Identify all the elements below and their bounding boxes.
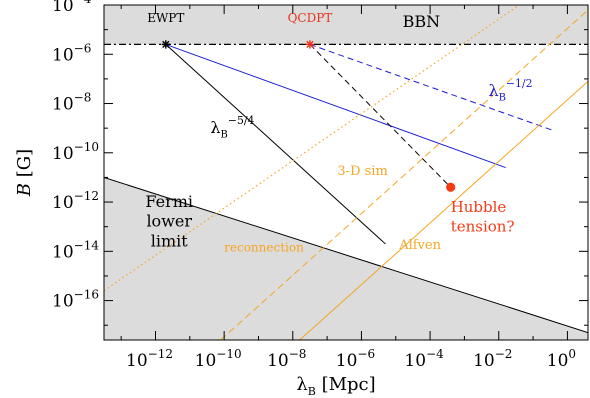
- svg-text:10−2: 10−2: [473, 347, 512, 371]
- bbn-region: [104, 5, 588, 45]
- ewpt-blue-track: [165, 43, 506, 169]
- svg-text:10−12: 10−12: [126, 347, 173, 371]
- y-tick-label: 10−16: [52, 288, 99, 312]
- y-tick-label: 10−6: [52, 41, 91, 65]
- svg-text:10−14: 10−14: [52, 238, 99, 262]
- svg-text:10−4: 10−4: [52, 0, 92, 16]
- orange-dotted: [104, 5, 520, 292]
- y-tick-label: 10−10: [52, 140, 99, 164]
- hubble-marker: [446, 182, 456, 192]
- sim-label: 3-D sim: [337, 164, 387, 179]
- x-tick-label: 10−2: [473, 347, 512, 371]
- fermi-label-1: Fermi: [145, 192, 193, 211]
- x-tick-label: 100: [547, 347, 576, 371]
- y-tick-label: 10−8: [52, 91, 91, 115]
- ewpt-label: EWPT: [147, 11, 184, 25]
- y-tick-label: 10−4: [52, 0, 92, 16]
- x-tick-label: 10−12: [126, 347, 173, 371]
- fermi-label-2: lower: [146, 212, 192, 231]
- svg-text:10−8: 10−8: [267, 347, 306, 371]
- fermi-label-3: limit: [151, 231, 189, 250]
- y-axis-title: B [G]: [14, 149, 35, 197]
- ewpt-marker: [161, 40, 170, 49]
- svg-text:10−16: 10−16: [52, 288, 99, 312]
- hubble-label-1: Hubble: [451, 198, 507, 216]
- hubble-label-2: tension?: [451, 218, 515, 236]
- y-tick-label: 10−12: [52, 189, 99, 213]
- qcdpt-blue-track: [309, 43, 554, 132]
- blue-slope-label: λB−1/2: [488, 77, 532, 104]
- black-slope-label: λB−5/4: [210, 114, 254, 141]
- fermi-bound: [104, 176, 588, 334]
- bbn-label: BBN: [403, 12, 441, 31]
- svg-text:10−10: 10−10: [195, 347, 242, 371]
- x-axis-title: λB [Mpc]: [296, 374, 375, 398]
- x-tick-label: 10−4: [404, 347, 444, 371]
- svg-text:10−12: 10−12: [52, 189, 99, 213]
- qcdpt-track: [309, 44, 452, 188]
- svg-text:100: 100: [547, 347, 576, 371]
- orange-solid: [299, 80, 588, 340]
- orange-dashed: [220, 9, 588, 340]
- plot-area: [104, 5, 588, 340]
- alfven-label: Alfven: [398, 238, 441, 253]
- axes: 10−12 10−10 10−8 10−6 10−4 10−2 100 10−4 10−6 10−…: [14, 0, 588, 398]
- svg-text:10−6: 10−6: [52, 41, 91, 65]
- reconnection-label: reconnection: [224, 240, 304, 254]
- svg-text:10−10: 10−10: [52, 140, 99, 164]
- svg-text:10−6: 10−6: [336, 347, 375, 371]
- y-tick-label: 10−14: [52, 238, 99, 262]
- svg-text:10−8: 10−8: [52, 91, 91, 115]
- qcdpt-marker: [305, 40, 315, 49]
- qcdpt-label: QCDPT: [288, 11, 333, 25]
- x-tick-label: 10−10: [195, 347, 242, 371]
- plot-frame: [103, 4, 589, 341]
- svg-text:10−4: 10−4: [404, 347, 444, 371]
- fermi-region: [104, 177, 588, 340]
- x-tick-label: 10−8: [267, 347, 306, 371]
- annotations: EWPT QCDPT BBN λB−1/2 λB−5/4 3-D sim Fermilowe…: [145, 11, 532, 254]
- x-tick-label: 10−6: [336, 347, 375, 371]
- ewpt-track: [165, 44, 386, 245]
